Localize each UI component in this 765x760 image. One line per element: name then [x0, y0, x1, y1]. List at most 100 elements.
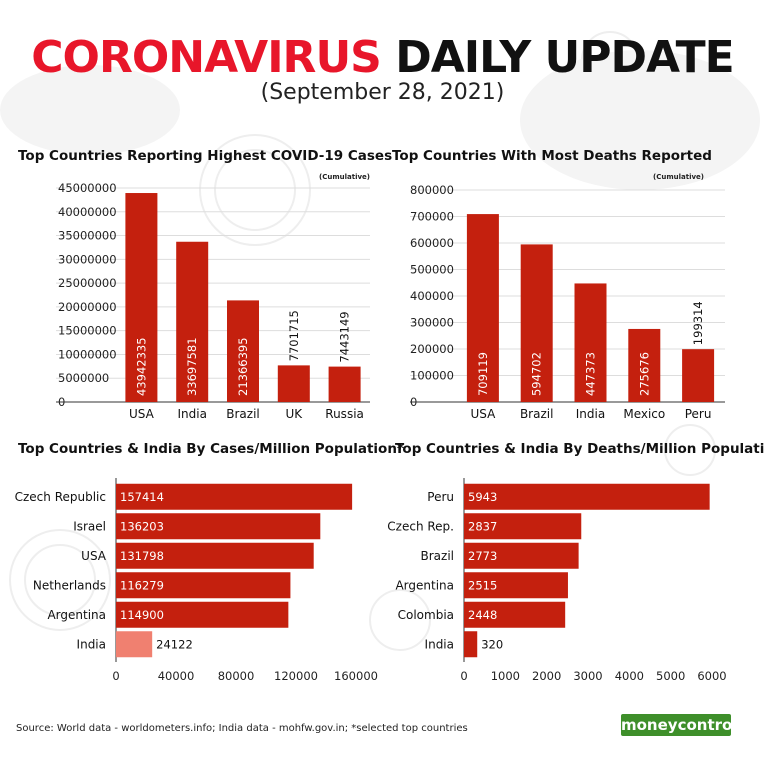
- y-tick-label: 400000: [410, 289, 454, 303]
- bar: [466, 214, 499, 402]
- y-tick-label: 25000000: [58, 276, 117, 290]
- bar-value-label: 2448: [468, 608, 497, 622]
- chart-title-cases: Top Countries Reporting Highest COVID-19…: [18, 148, 393, 164]
- y-tick-label: 5000000: [58, 371, 109, 385]
- chart-title-deaths-per-million: Top Countries & India By Deaths/Million …: [395, 441, 765, 457]
- x-tick-label: 0: [112, 669, 119, 683]
- source-note: Source: World data - worldometers.info; …: [16, 723, 468, 734]
- x-tick-label: 5000: [656, 669, 685, 683]
- y-tick-label: 800000: [410, 183, 454, 197]
- y-tick-label: Argentina: [395, 578, 454, 592]
- bar-value-label: 594702: [530, 352, 544, 396]
- y-tick-label: Czech Rep.: [387, 519, 454, 533]
- bar: [328, 366, 361, 402]
- bar: [125, 193, 158, 402]
- x-tick-label: Brazil: [226, 407, 260, 421]
- x-tick-label: UK: [285, 407, 303, 421]
- bar: [520, 244, 553, 402]
- bar-value-label: 7443149: [338, 311, 352, 362]
- bar: [574, 283, 607, 402]
- x-tick-label: Peru: [685, 407, 712, 421]
- x-tick-label: 3000: [573, 669, 602, 683]
- bar-value-label: 7701715: [287, 310, 301, 361]
- chart-deaths-vertical: 0100000200000300000400000500000600000700…: [410, 183, 725, 421]
- bar-value-label: 447373: [584, 352, 598, 396]
- x-tick-label: USA: [470, 407, 496, 421]
- x-tick-label: 0: [460, 669, 467, 683]
- y-tick-label: 300000: [410, 316, 454, 330]
- y-tick-label: 15000000: [58, 324, 117, 338]
- x-tick-label: 4000: [615, 669, 644, 683]
- chart-note-deaths: (Cumulative): [653, 173, 704, 181]
- y-tick-label: 35000000: [58, 229, 117, 243]
- x-tick-label: Brazil: [520, 407, 554, 421]
- y-tick-label: USA: [81, 549, 107, 563]
- bar: [464, 483, 710, 510]
- y-tick-label: Peru: [427, 490, 454, 504]
- bar: [277, 365, 310, 402]
- y-tick-label: Czech Republic: [15, 490, 106, 504]
- bar-value-label: 136203: [120, 519, 164, 533]
- y-tick-label: Israel: [73, 519, 106, 533]
- bar-value-label: 275676: [637, 352, 651, 396]
- bar: [628, 328, 661, 402]
- page-subtitle: (September 28, 2021): [260, 80, 505, 105]
- chart-deaths-per-million: 0 1000 2000 3000 4000 5000 6000 Peru 5943 Czech R…: [387, 478, 727, 683]
- bar: [464, 572, 568, 599]
- y-tick-label: Colombia: [398, 608, 454, 622]
- bar-value-label: 5943: [468, 490, 497, 504]
- bar-value-label: 2773: [468, 549, 497, 563]
- x-tick-label: India: [576, 407, 605, 421]
- y-tick-label: 100000: [410, 369, 454, 383]
- y-tick-label: 10000000: [58, 347, 117, 361]
- bar-value-label: 2837: [468, 519, 497, 533]
- chart-note-cases: (Cumulative): [319, 173, 370, 181]
- bar-value-label: 24122: [156, 637, 193, 651]
- bar-value-label: 199314: [691, 301, 705, 345]
- moneycontrol-logo: moneycontrol: [621, 714, 738, 736]
- x-tick-label: Mexico: [623, 407, 665, 421]
- y-tick-label: 40000000: [58, 205, 117, 219]
- x-tick-label: 80000: [218, 669, 255, 683]
- bar-value-label: 43942335: [134, 337, 148, 396]
- bar-value-label: 2515: [468, 578, 497, 592]
- bar: [464, 631, 478, 658]
- title-red: CORONAVIRUS: [31, 32, 382, 83]
- bar: [464, 513, 582, 540]
- bar-value-label: 131798: [120, 549, 164, 563]
- y-tick-label: 600000: [410, 236, 454, 250]
- bar: [116, 631, 153, 658]
- bar-value-label: 21366395: [236, 337, 250, 396]
- y-tick-label: 20000000: [58, 300, 117, 314]
- y-tick-label: Netherlands: [33, 578, 106, 592]
- bar: [116, 572, 291, 599]
- x-tick-label: India: [177, 407, 206, 421]
- x-tick-label: 160000: [334, 669, 378, 683]
- bar: [176, 241, 209, 402]
- chart-title-cases-per-million: Top Countries & India By Cases/Million P…: [18, 441, 404, 457]
- bar: [464, 542, 579, 569]
- x-tick-label: USA: [129, 407, 155, 421]
- bar: [116, 513, 321, 540]
- bar: [464, 601, 566, 628]
- x-tick-label: Russia: [325, 407, 364, 421]
- x-tick-label: 120000: [274, 669, 318, 683]
- y-tick-label: 45000000: [58, 181, 117, 195]
- bar-value-label: 33697581: [185, 337, 199, 396]
- page-title: CORONAVIRUS DAILY UPDATE: [0, 32, 765, 85]
- y-tick-label: India: [77, 637, 106, 651]
- bar-value-label: 709119: [476, 352, 490, 396]
- bar: [116, 483, 353, 510]
- y-tick-label: 30000000: [58, 252, 117, 266]
- y-tick-label: India: [425, 637, 454, 651]
- bar: [116, 601, 289, 628]
- y-tick-label: Argentina: [47, 608, 106, 622]
- title-black: DAILY UPDATE: [395, 32, 735, 83]
- x-tick-label: 40000: [158, 669, 195, 683]
- bar-value-label: 320: [481, 637, 503, 651]
- y-tick-label: 700000: [410, 210, 454, 224]
- bar-value-label: 116279: [120, 578, 164, 592]
- bar-value-label: 114900: [120, 608, 164, 622]
- chart-title-deaths: Top Countries With Most Deaths Reported: [392, 148, 712, 164]
